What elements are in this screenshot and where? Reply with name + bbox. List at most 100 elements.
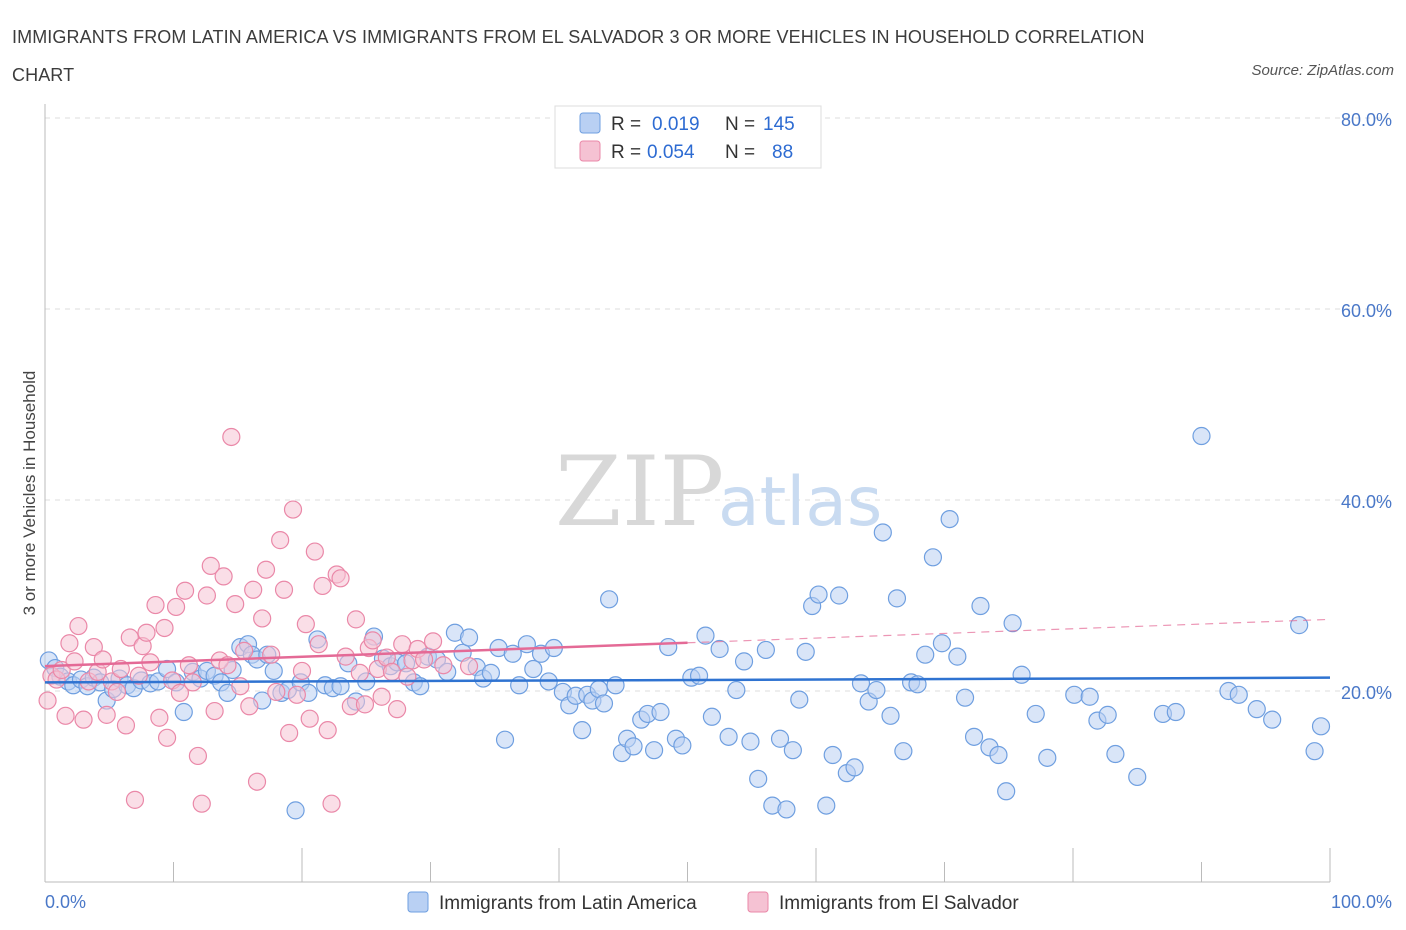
point-latin-america — [1192, 426, 1211, 446]
point-latin-america — [1012, 665, 1031, 684]
point-el-salvador — [150, 708, 169, 727]
point-el-salvador — [146, 595, 165, 615]
legend-r-label: R = — [611, 142, 641, 163]
point-el-salvador — [423, 632, 443, 651]
x-tick-label: 0.0% — [45, 892, 86, 912]
point-el-salvador — [331, 569, 350, 588]
point-el-salvador — [166, 597, 186, 617]
point-el-salvador — [175, 581, 195, 600]
point-el-salvador — [170, 683, 190, 703]
point-el-salvador — [179, 656, 199, 675]
watermark: ZIP atlas — [555, 436, 882, 548]
point-latin-america — [916, 645, 935, 664]
x-tick-labels: 0.0% 100.0% — [45, 892, 1392, 912]
point-latin-america — [756, 640, 775, 660]
legend-n-value: 88 — [772, 142, 793, 163]
legend-r-label: R = — [611, 114, 641, 135]
point-el-salvador — [201, 556, 220, 575]
point-el-salvador — [382, 662, 402, 682]
point-el-salvador — [218, 656, 237, 675]
point-el-salvador — [313, 576, 332, 596]
point-el-salvador — [125, 790, 145, 809]
point-latin-america — [989, 745, 1008, 765]
point-el-salvador — [38, 691, 57, 710]
trend-line-latin-america — [44, 676, 1331, 684]
point-latin-america — [809, 585, 828, 604]
point-el-salvador — [318, 721, 337, 740]
point-el-salvador — [244, 580, 263, 599]
point-latin-america — [971, 596, 990, 616]
point-el-salvador — [287, 685, 306, 704]
legend-swatch-blue — [579, 112, 601, 134]
source-credit: Source: ZipAtlas.com — [1251, 62, 1394, 79]
point-el-salvador — [271, 531, 290, 550]
point-latin-america — [932, 634, 952, 653]
bottom-legend-swatch-pink — [747, 891, 769, 913]
point-el-salvador — [350, 663, 369, 682]
point-el-salvador — [192, 794, 211, 813]
y-tick-label: 40.0% — [1341, 492, 1392, 512]
watermark-zip: ZIP — [555, 436, 724, 548]
point-el-salvador — [434, 656, 453, 675]
point-el-salvador — [60, 634, 79, 653]
point-latin-america — [702, 707, 722, 726]
point-latin-america — [948, 647, 967, 666]
point-el-salvador — [247, 772, 267, 791]
point-el-salvador — [274, 580, 294, 599]
point-el-salvador — [226, 594, 245, 614]
trend-lines — [44, 618, 1331, 684]
trend-line-el-salvador — [44, 641, 688, 668]
y-tick-label: 60.0% — [1341, 301, 1392, 321]
point-latin-america — [830, 586, 849, 605]
point-latin-america — [783, 741, 802, 760]
point-el-salvador — [188, 746, 208, 766]
point-latin-america — [481, 663, 500, 682]
point-latin-america — [796, 642, 815, 661]
point-latin-america — [1290, 616, 1309, 635]
point-el-salvador — [322, 794, 341, 813]
point-el-salvador — [69, 616, 88, 636]
point-latin-america — [1003, 614, 1022, 633]
point-latin-america — [673, 736, 692, 755]
point-el-salvador — [240, 697, 259, 716]
point-el-salvador — [84, 637, 103, 657]
point-latin-america — [770, 729, 790, 748]
point-latin-america — [264, 661, 283, 681]
point-el-salvador — [197, 586, 217, 605]
point-el-salvador — [363, 631, 382, 650]
point-latin-america — [1080, 687, 1099, 706]
data-points — [38, 426, 1331, 820]
y-tick-label: 80.0% — [1341, 110, 1392, 130]
point-latin-america — [997, 782, 1016, 801]
bottom-legend: Immigrants from Latin America Immigrants… — [407, 891, 1019, 914]
point-latin-america — [817, 796, 836, 815]
legend-swatch-pink — [579, 140, 601, 162]
point-latin-america — [790, 690, 809, 709]
point-latin-america — [594, 694, 614, 713]
point-el-salvador — [283, 500, 303, 519]
point-latin-america — [734, 652, 754, 671]
point-latin-america — [1311, 717, 1331, 736]
point-el-salvador — [155, 618, 174, 638]
point-latin-america — [1065, 685, 1084, 704]
legend-n-label: N = — [725, 142, 755, 163]
point-latin-america — [1098, 705, 1117, 724]
point-el-salvador — [387, 700, 407, 719]
point-latin-america — [286, 801, 305, 820]
point-el-salvador — [256, 560, 276, 579]
point-el-salvador — [393, 635, 412, 654]
point-latin-america — [1106, 744, 1125, 764]
bottom-legend-label-el-salvador: Immigrants from El Salvador — [779, 893, 1019, 914]
point-latin-america — [1026, 704, 1045, 724]
chart-title: IMMIGRANTS FROM LATIN AMERICA VS IMMIGRA… — [12, 27, 1145, 85]
point-latin-america — [644, 741, 664, 760]
point-latin-america — [1229, 685, 1248, 704]
point-latin-america — [524, 659, 543, 679]
y-tick-label: 20.0% — [1341, 683, 1392, 703]
point-el-salvador — [97, 705, 116, 724]
point-latin-america — [1305, 742, 1324, 761]
point-latin-america — [710, 639, 729, 659]
point-el-salvador — [300, 709, 319, 728]
point-latin-america — [573, 721, 592, 740]
